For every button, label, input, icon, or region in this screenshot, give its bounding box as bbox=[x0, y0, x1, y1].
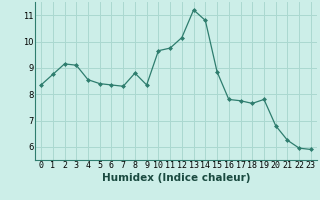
X-axis label: Humidex (Indice chaleur): Humidex (Indice chaleur) bbox=[102, 173, 250, 183]
